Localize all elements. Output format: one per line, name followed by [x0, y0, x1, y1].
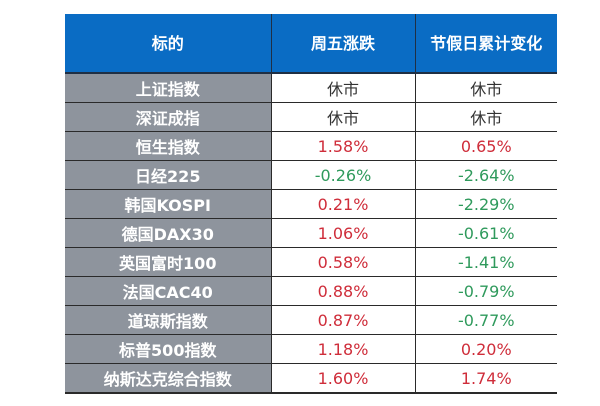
friday-change-cell: 0.21%: [271, 189, 416, 219]
friday-change-cell: 休市: [271, 102, 416, 132]
table-row: 道琼斯指数 0.87% -0.77%: [65, 305, 557, 335]
holiday-change-cell: -1.41%: [415, 247, 557, 277]
holiday-change-cell: 1.74%: [415, 363, 557, 394]
index-name-cell: 韩国KOSPI: [65, 189, 272, 219]
holiday-change-cell: 0.20%: [415, 334, 557, 364]
header-friday-change: 周五涨跌: [271, 14, 416, 74]
index-name-cell: 道琼斯指数: [65, 305, 272, 335]
holiday-change-cell: -2.29%: [415, 189, 557, 219]
holiday-change-cell: 休市: [415, 73, 557, 103]
index-name-cell: 标普500指数: [65, 334, 272, 364]
holiday-change-cell: -2.64%: [415, 160, 557, 190]
table-row: 德国DAX30 1.06% -0.61%: [65, 218, 557, 248]
friday-change-cell: 休市: [271, 73, 416, 103]
header-holiday-cumulative-change: 节假日累计变化: [415, 14, 557, 74]
index-name-cell: 上证指数: [65, 73, 272, 103]
index-name-cell: 法国CAC40: [65, 276, 272, 306]
table-row: 韩国KOSPI 0.21% -2.29%: [65, 189, 557, 219]
market-performance-table: 标的 周五涨跌 节假日累计变化 上证指数 休市 休市 深证成指 休市 休市 恒生指数 1.58…: [65, 14, 557, 394]
table-row: 标普500指数 1.18% 0.20%: [65, 334, 557, 364]
holiday-change-cell: 休市: [415, 102, 557, 132]
index-name-cell: 深证成指: [65, 102, 272, 132]
index-name-cell: 英国富时100: [65, 247, 272, 277]
table-row: 深证成指 休市 休市: [65, 102, 557, 132]
holiday-change-cell: -0.79%: [415, 276, 557, 306]
table-row: 法国CAC40 0.88% -0.79%: [65, 276, 557, 306]
friday-change-cell: 0.88%: [271, 276, 416, 306]
index-name-cell: 日经225: [65, 160, 272, 190]
index-name-cell: 纳斯达克综合指数: [65, 363, 272, 394]
holiday-change-cell: 0.65%: [415, 131, 557, 161]
friday-change-cell: 1.58%: [271, 131, 416, 161]
table-row: 恒生指数 1.58% 0.65%: [65, 131, 557, 161]
table-row: 纳斯达克综合指数 1.60% 1.74%: [65, 363, 557, 394]
holiday-change-cell: -0.77%: [415, 305, 557, 335]
table-row: 上证指数 休市 休市: [65, 73, 557, 103]
table-row: 英国富时100 0.58% -1.41%: [65, 247, 557, 277]
index-name-cell: 德国DAX30: [65, 218, 272, 248]
table-row: 日经225 -0.26% -2.64%: [65, 160, 557, 190]
friday-change-cell: -0.26%: [271, 160, 416, 190]
index-name-cell: 恒生指数: [65, 131, 272, 161]
header-index-name: 标的: [65, 14, 272, 74]
holiday-change-cell: -0.61%: [415, 218, 557, 248]
table-header-row: 标的 周五涨跌 节假日累计变化: [65, 14, 557, 74]
friday-change-cell: 0.87%: [271, 305, 416, 335]
friday-change-cell: 1.60%: [271, 363, 416, 394]
friday-change-cell: 1.18%: [271, 334, 416, 364]
friday-change-cell: 1.06%: [271, 218, 416, 248]
friday-change-cell: 0.58%: [271, 247, 416, 277]
